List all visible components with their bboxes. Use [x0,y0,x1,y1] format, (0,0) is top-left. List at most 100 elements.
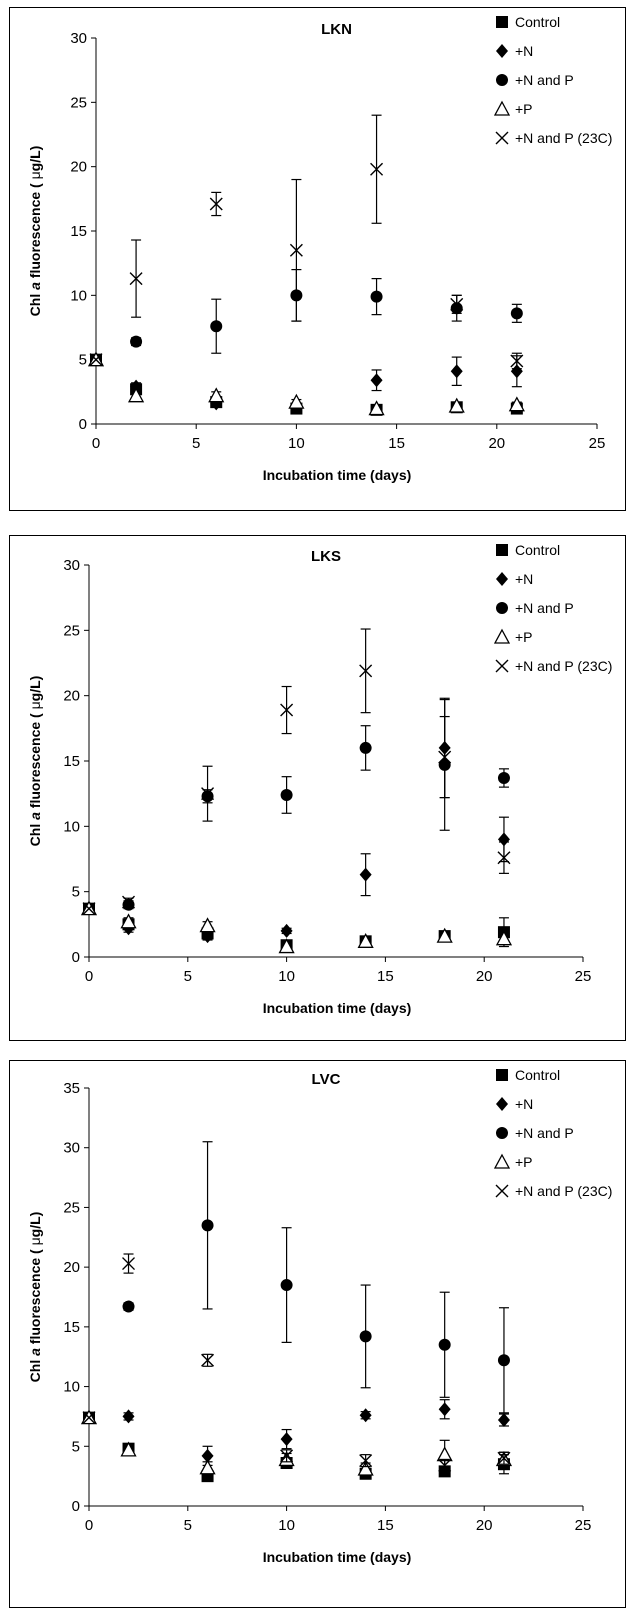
data-point-n [359,1408,372,1423]
chart-panel-lkn: 0 5 10 15 20 25 30 0 5 10 15 20 25 LKN Incubation time… [9,7,626,511]
data-point-n [438,1402,451,1417]
y-tick-label: 15 [63,1319,80,1336]
legend-marker-n [496,572,508,586]
data-point-p [508,396,525,412]
y-tick-label: 0 [79,416,87,433]
x-tick-label: 10 [278,968,295,985]
data-point-np [280,1279,293,1292]
legend-marker-n [496,1097,508,1111]
data-point-np [280,788,293,801]
y-tick-label: 25 [70,94,87,111]
y-axis-label-part: a [27,282,43,290]
chart-title: LVC [312,1071,341,1088]
data-point-np [438,1338,451,1351]
series-n [83,1399,510,1466]
legend: Control +N +N and P +P +N and P (23C) [493,1067,612,1199]
x-tick-label: 10 [288,435,305,452]
data-point-np [370,290,383,303]
data-point-n [370,373,383,388]
y-axis-label-part: a [27,812,43,820]
y-tick-label: 25 [63,1199,80,1216]
data-point-p [120,913,137,929]
series-np23 [82,1253,511,1472]
x-tick-label: 20 [476,1517,493,1534]
legend-label-np23: +N and P (23C) [515,658,612,674]
legend-marker-control [496,544,508,556]
legend-marker-np23 [495,659,509,673]
data-point-p [288,393,305,409]
x-tick-label: 10 [278,1517,295,1534]
legend-label-np23: +N and P (23C) [515,130,612,146]
legend-marker-p [493,628,511,644]
legend-label-np23: +N and P (23C) [515,1183,612,1199]
y-axis-label-part: fluorescence ( [27,709,43,812]
legend-label-control: Control [515,542,560,558]
data-point-np23 [201,787,215,801]
data-point-np23 [510,354,524,368]
data-point-p [208,387,225,403]
y-axis-label-part: μ [27,701,43,709]
data-point-np23 [497,1451,511,1465]
y-tick-label: 15 [63,753,80,770]
x-axis-label: Incubation time (days) [263,467,412,483]
y-axis-label-part: g/L) [27,676,43,702]
y-tick-label: 20 [63,1259,80,1276]
data-point-np23 [129,272,143,286]
y-tick-label: 25 [63,622,80,639]
series-p [87,351,525,416]
x-tick-label: 15 [377,968,394,985]
data-point-p [495,930,513,946]
data-point-np [210,320,223,333]
data-point-p [127,387,145,403]
data-point-p [436,927,453,943]
data-point-np23 [280,1449,294,1463]
y-axis-label: Chl a fluorescence ( μg/L) [27,676,43,847]
data-point-np23 [497,851,511,865]
data-point-np [497,1354,510,1367]
legend-label-control: Control [515,14,560,30]
data-point-p [448,397,465,413]
data-point-n [201,1448,214,1463]
data-point-np [359,1330,372,1343]
y-tick-label: 5 [72,1438,80,1455]
y-axis-label: Chl a fluorescence ( μg/L) [27,1212,43,1383]
y-axis-label-part: μ [27,171,43,179]
y-axis-label-part: Chl [27,290,43,316]
y-axis-label-part: Chl [27,1356,43,1382]
legend-marker-control [496,1069,508,1081]
legend: Control +N +N and P +P +N and P (23C) [493,542,612,674]
data-point-np23 [370,162,384,176]
legend-label-control: Control [515,1067,560,1083]
data-point-np [359,741,372,754]
y-tick-label: 10 [63,1379,80,1396]
panel-frame [9,1060,626,1608]
data-point-np [510,307,523,320]
y-tick-label: 5 [79,352,87,369]
data-point-p [278,938,295,954]
data-point-n [122,1409,135,1424]
chart-panel-lvc: 0 5 10 15 20 25 30 35 0 5 10 15 20 25 LVC Incubation ti… [9,1060,626,1608]
legend-label-p: +P [515,101,533,117]
data-point-np23 [201,1353,215,1367]
x-tick-label: 20 [476,968,493,985]
legend-label-n: +N [515,1096,533,1112]
data-point-np23 [438,750,452,764]
legend-label-np: +N and P [515,72,574,88]
chart-title: LKN [321,21,352,38]
x-tick-label: 5 [184,1517,192,1534]
data-point-np23 [82,902,96,916]
chart-panel-lks: 0 5 10 15 20 25 30 0 5 10 15 20 25 LKS Incubation time… [9,535,626,1041]
legend-label-np: +N and P [515,600,574,616]
chart-title: LKS [311,548,341,565]
x-tick-label: 25 [575,1517,592,1534]
data-point-p [199,917,216,933]
data-point-n [201,929,214,944]
legend-marker-np [496,602,508,614]
data-point-np23 [209,197,223,211]
x-tick-label: 0 [85,968,93,985]
y-axis-label-part: fluorescence ( [27,179,43,282]
legend-label-n: +N [515,43,533,59]
y-axis-label-part: g/L) [27,146,43,172]
